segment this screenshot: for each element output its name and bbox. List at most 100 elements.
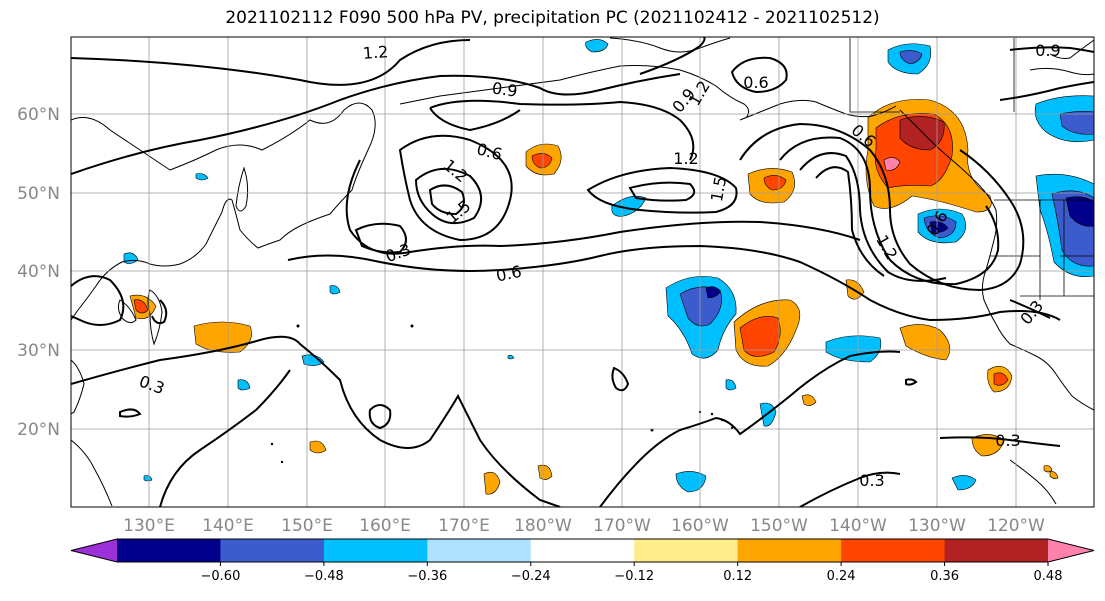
precip-blob — [1065, 196, 1094, 227]
pv-contour — [799, 152, 947, 282]
coastline — [235, 166, 249, 212]
graticule — [71, 37, 1094, 507]
precip-blob — [237, 379, 251, 391]
map-frame — [70, 36, 1095, 508]
pv-contour — [71, 39, 471, 86]
precip-blob — [1043, 465, 1053, 473]
pv-contour — [1009, 299, 1051, 319]
coastline — [1049, 39, 1094, 59]
precip-blob — [675, 471, 707, 493]
precip-blob — [725, 379, 737, 391]
coastline — [399, 65, 750, 119]
lon-tick-label: 140°W — [829, 516, 887, 536]
colorbar-segment — [944, 539, 1049, 562]
pv-contour — [739, 122, 1025, 292]
island — [710, 412, 714, 416]
coastline — [71, 359, 85, 415]
colorbar-tick-label: 0.48 — [1034, 569, 1063, 584]
coastline — [147, 289, 163, 346]
contour-label: 0.3 — [995, 431, 1020, 450]
lon-tick-label: 140°E — [202, 516, 254, 536]
coastline — [609, 37, 731, 53]
colorbar-segment — [737, 539, 842, 562]
precip-blob — [1059, 111, 1094, 135]
coastline — [1009, 459, 1057, 505]
colorbar-tick-label: −0.36 — [407, 569, 447, 584]
precip-blob — [951, 475, 977, 491]
contour-label: 0.6 — [743, 73, 768, 92]
colorbar: −0.60 −0.48 −0.36 −0.24 −0.12 0.12 0.24 0.36 0.4… — [70, 538, 1095, 584]
lon-tick-label: 170°W — [593, 516, 651, 536]
pv-contour — [159, 369, 291, 507]
coastline — [899, 109, 1094, 411]
colorbar-tick-label: 0.36 — [930, 569, 959, 584]
precip-blob — [705, 286, 721, 299]
map-title: 2021102112 F090 500 hPa PV, precipitatio… — [225, 8, 880, 28]
precip-blob — [537, 464, 553, 480]
coastline — [739, 99, 897, 121]
pv-contour — [345, 159, 861, 255]
pv-contour — [71, 73, 681, 175]
precip-blob — [759, 402, 777, 427]
colorbar-tick-label: 0.24 — [827, 569, 856, 584]
colorbar-segment — [323, 539, 428, 562]
island — [270, 442, 274, 446]
pv-contour — [799, 471, 901, 507]
pv-contour — [1009, 46, 1094, 53]
pv-contour — [71, 335, 561, 507]
lat-tick-label: 20°N — [17, 420, 60, 440]
precip-blob — [143, 475, 153, 482]
island — [296, 324, 300, 328]
colorbar-segment — [841, 539, 946, 562]
colorbar-tick-label: −0.48 — [304, 569, 344, 584]
colorbar-segment — [117, 539, 221, 562]
pv-contour — [429, 99, 695, 161]
pv-contour — [611, 366, 630, 392]
precip-blob — [899, 50, 923, 65]
lon-tick-label: 180°W — [514, 516, 572, 536]
border-line — [849, 38, 900, 113]
coastline — [1029, 67, 1094, 76]
colorbar-extend-low — [71, 539, 117, 562]
pv-contour — [730, 56, 788, 94]
pv-contour — [779, 136, 1000, 286]
contour-label: 0.6 — [494, 262, 523, 286]
lon-tick-label: 160°E — [359, 516, 411, 536]
pv-contour — [586, 166, 738, 214]
lat-tick-label: 50°N — [17, 184, 60, 204]
pv-contours — [71, 37, 1094, 507]
coastline — [117, 299, 137, 324]
colorbar-segment — [530, 539, 635, 562]
pv-contour — [428, 184, 465, 216]
precip-blob — [483, 471, 501, 495]
colorbar-segment — [634, 539, 739, 562]
precip-shading — [123, 39, 1094, 495]
colorbar-tick-label: −0.24 — [511, 569, 551, 584]
coastlines — [71, 37, 1094, 507]
lat-tick-label: 60°N — [17, 105, 60, 125]
pv-contour — [151, 299, 168, 325]
island — [280, 460, 284, 464]
island — [410, 324, 414, 328]
precip-blob — [301, 354, 325, 366]
precip-blob — [883, 157, 901, 171]
lon-tick-label: 130°W — [908, 516, 966, 536]
precip-blob — [801, 394, 817, 406]
colorbar-tick-label: 0.12 — [723, 569, 752, 584]
precip-blob — [585, 39, 609, 53]
pv-contour — [939, 436, 1061, 447]
pv-contour — [628, 181, 696, 202]
lat-tick-label: 30°N — [17, 341, 60, 361]
pv-contour — [119, 408, 142, 418]
lon-tick-label: 130°E — [123, 516, 175, 536]
lon-tick-label: 150°E — [281, 516, 333, 536]
colorbar-tick-label: −0.12 — [614, 569, 654, 584]
pv-contour — [815, 166, 885, 277]
precip-blob — [993, 372, 1009, 386]
pv-contour — [999, 81, 1094, 101]
contour-label: 0.9 — [1035, 41, 1060, 60]
coastline — [71, 439, 113, 507]
contour-label: 0.9 — [491, 78, 519, 100]
colorbar-tick-label: −0.60 — [201, 569, 241, 584]
